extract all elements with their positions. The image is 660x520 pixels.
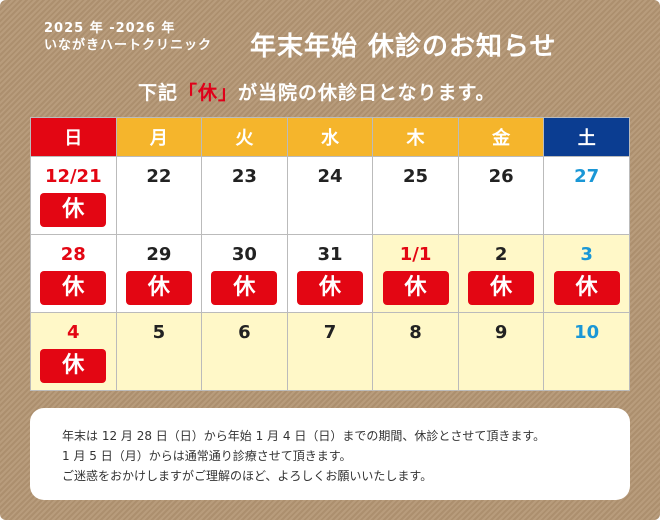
page-title: 年末年始 休診のお知らせ	[250, 32, 557, 62]
subtitle: 下記「休」が当院の休診日となります。	[138, 78, 496, 105]
calendar-day-cell: 9	[457, 312, 545, 391]
calendar-day-cell: 5	[115, 312, 203, 391]
weekday-header: 土	[543, 117, 630, 157]
calendar-day-cell: 10	[543, 312, 630, 391]
weekday-header: 日	[30, 117, 117, 157]
day-number: 30	[231, 244, 257, 265]
closed-badge: 休	[382, 271, 449, 305]
closed-badge: 休	[40, 271, 107, 305]
calendar-day-cell: 7	[286, 312, 374, 391]
notice-line-3: ご迷惑をおかけしますがご理解のほど、よろしくお願いいたします。	[62, 469, 433, 483]
day-number: 22	[146, 166, 172, 187]
calendar-day-cell: 26	[457, 156, 545, 235]
calendar-week-row: 4 休 5 6 7 8 9 10	[30, 312, 630, 391]
closed-badge: 休	[468, 271, 535, 305]
calendar-day-cell: 31 休	[286, 234, 374, 313]
calendar-day-cell: 30 休	[201, 234, 288, 313]
day-number: 31	[317, 244, 343, 265]
calendar-week-row: 12/21 休 22 23 24 25 26 27	[30, 156, 630, 235]
day-number: 12/21	[44, 166, 102, 187]
weekday-header: 火	[201, 117, 288, 157]
day-number: 25	[403, 166, 429, 187]
day-number: 7	[323, 322, 337, 343]
day-number: 27	[574, 166, 600, 187]
weekday-header: 月	[115, 117, 203, 157]
closed-badge: 休	[296, 271, 363, 305]
day-number: 3	[580, 244, 593, 265]
day-number: 2	[494, 244, 508, 265]
year-range: 2025 年 -2026 年	[44, 21, 176, 36]
calendar-day-cell: 1/1 休	[372, 234, 459, 313]
day-number: 5	[152, 322, 166, 343]
weekday-header-row: 日月火水木金土	[30, 117, 630, 157]
weekday-header: 金	[457, 117, 545, 157]
closed-badge: 休	[40, 193, 107, 227]
day-number: 1/1	[399, 244, 432, 265]
subtitle-highlight: 「休」	[178, 82, 239, 104]
day-number: 4	[67, 322, 80, 343]
calendar-day-cell: 25	[372, 156, 459, 235]
calendar-week-row: 28 休 29 休 30 休 31 休 1/1 休 2 休 3 休	[30, 234, 630, 313]
notice-box: 年末は 12 月 28 日（日）から年始 1 月 4 日（日）までの期間、休診と…	[30, 408, 630, 500]
holiday-calendar: 日月火水木金土 12/21 休 22 23 24 25 26 27 28 休 29 休 30 休 31 休 1/…	[30, 117, 630, 391]
calendar-day-cell: 12/21 休	[30, 156, 117, 235]
day-number: 6	[238, 322, 251, 343]
subtitle-post: が当院の休診日となります。	[238, 82, 496, 104]
day-number: 28	[60, 244, 86, 265]
closed-badge: 休	[125, 271, 192, 305]
calendar-body: 12/21 休 22 23 24 25 26 27 28 休 29 休 30 休 31 休 1/1 休 2 休 3 休 4 休…	[30, 156, 630, 391]
day-number: 24	[317, 166, 343, 187]
clinic-block: 2025 年 -2026 年 いながきハートクリニック	[44, 20, 212, 54]
calendar-day-cell: 27	[543, 156, 630, 235]
closed-badge: 休	[40, 349, 107, 383]
calendar-day-cell: 24	[286, 156, 374, 235]
calendar-day-cell: 29 休	[115, 234, 203, 313]
calendar-day-cell: 23	[201, 156, 288, 235]
day-number: 23	[231, 166, 257, 187]
closed-badge: 休	[211, 271, 278, 305]
calendar-day-cell: 8	[372, 312, 459, 391]
day-number: 26	[488, 166, 514, 187]
day-number: 10	[574, 322, 600, 343]
calendar-day-cell: 22	[115, 156, 203, 235]
subtitle-pre: 下記	[138, 82, 179, 104]
weekday-header: 水	[286, 117, 374, 157]
calendar-day-cell: 6	[201, 312, 288, 391]
weekday-header: 木	[372, 117, 459, 157]
day-number: 29	[146, 244, 172, 265]
closed-badge: 休	[553, 271, 620, 305]
calendar-day-cell: 28 休	[30, 234, 117, 313]
day-number: 8	[409, 322, 422, 343]
notice-line-2: 1 月 5 日（月）からは通常通り診療させて頂きます。	[62, 449, 352, 463]
notice-line-1: 年末は 12 月 28 日（日）から年始 1 月 4 日（日）までの期間、休診と…	[62, 429, 546, 443]
day-number: 9	[494, 322, 508, 343]
clinic-name: いながきハートクリニック	[44, 38, 213, 53]
